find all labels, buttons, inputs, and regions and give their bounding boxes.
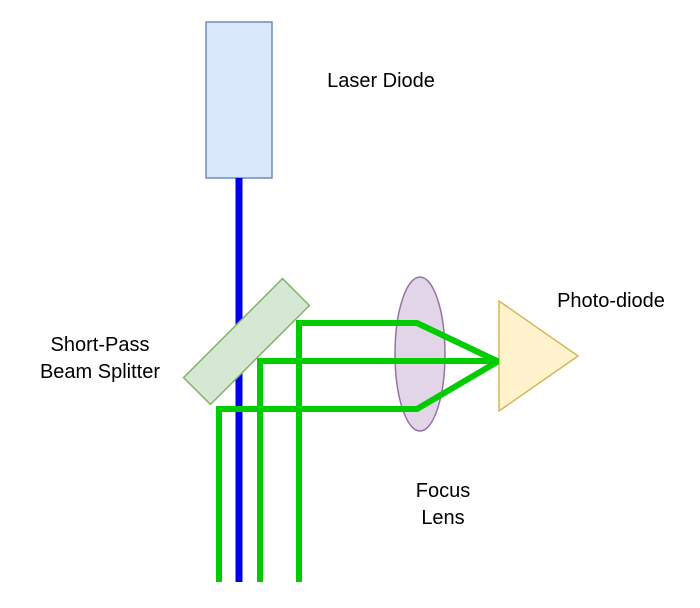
- signal-beam-right: [296, 320, 499, 582]
- focus-lens-label: Focus Lens: [388, 478, 498, 532]
- focus-lens: [394, 276, 446, 432]
- focus-lens-label-line-1: Focus: [415, 480, 471, 502]
- focus-lens-label-line-2: Lens: [421, 507, 465, 529]
- laser-diode-label-text: Laser Diode: [327, 70, 435, 92]
- photo-diode-triangle: [498, 299, 580, 413]
- beam-splitter-plate: [182, 277, 311, 406]
- beam-splitter-label-line-2: Beam Splitter: [39, 361, 161, 383]
- beam-splitter-label-line-1: Short-Pass: [50, 334, 150, 356]
- laser-diode-label: Laser Diode: [306, 68, 456, 95]
- signal-beam-left: [216, 359, 499, 582]
- photo-diode-label-text: Photo-diode: [557, 290, 665, 312]
- signal-beams: [216, 320, 499, 582]
- beam-splitter-label: Short-Pass Beam Splitter: [22, 332, 178, 386]
- photo-diode-label: Photo-diode: [536, 288, 686, 315]
- laser-diode-box: [205, 21, 273, 179]
- signal-beam-middle: [257, 358, 499, 582]
